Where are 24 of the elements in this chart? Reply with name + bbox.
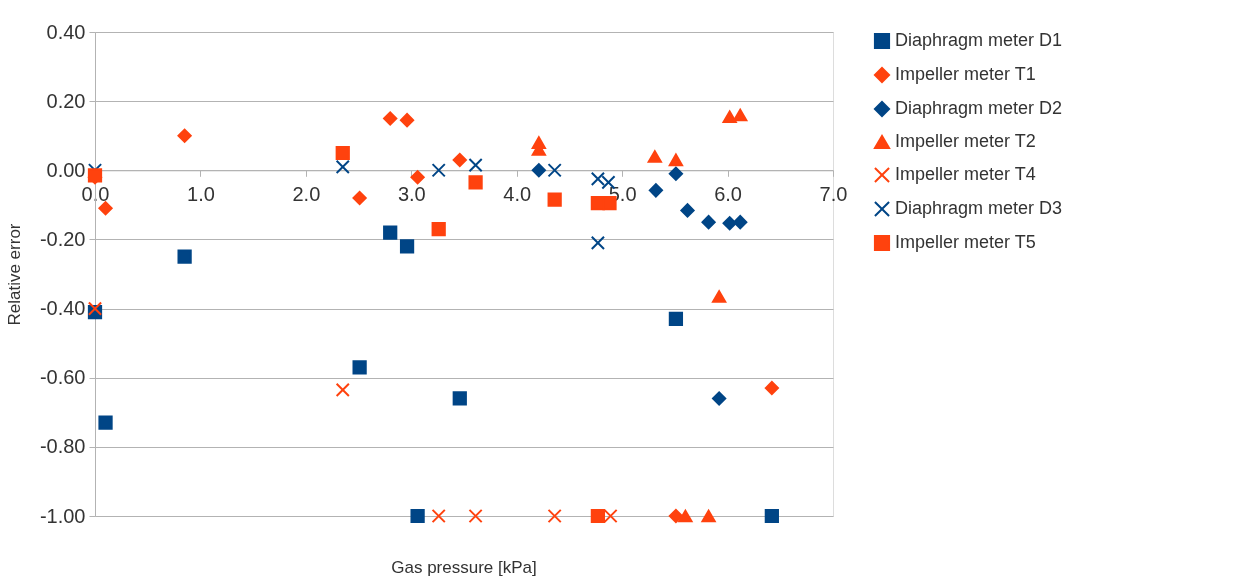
legend-label: Diaphragm meter D3 [895, 198, 1063, 218]
legend-label: Diaphragm meter D2 [895, 98, 1063, 118]
x-tick-label: 7.0 [819, 182, 848, 205]
x-tick-label: 0.0 [81, 182, 110, 205]
y-tick-label: 0.00 [46, 158, 86, 181]
y-tick-label: 0.40 [46, 20, 86, 43]
x-tick-label: 2.0 [292, 182, 321, 205]
legend-label: Impeller meter T5 [895, 232, 1036, 252]
y-tick-label: -1.00 [39, 504, 86, 527]
y-tick-label: -0.60 [39, 366, 86, 389]
legend-label: Impeller meter T4 [895, 164, 1036, 184]
x-tick-label: 6.0 [714, 182, 742, 205]
x-tick-label: 3.0 [397, 182, 426, 205]
x-tick-label: 4.0 [503, 182, 532, 205]
legend-label: Diaphragm meter D1 [895, 30, 1063, 50]
x-axis-title: Gas pressure [kPa] [391, 558, 537, 577]
y-axis-title: Relative error [4, 223, 24, 326]
y-tick-label: -0.40 [39, 297, 86, 320]
legend-label: Impeller meter T1 [895, 64, 1036, 84]
y-tick-label: 0.20 [46, 89, 86, 112]
x-tick-label: 1.0 [187, 182, 215, 205]
legend-label: Impeller meter T2 [895, 131, 1036, 151]
y-tick-label: -0.20 [39, 227, 86, 250]
y-tick-label: -0.80 [39, 435, 86, 458]
